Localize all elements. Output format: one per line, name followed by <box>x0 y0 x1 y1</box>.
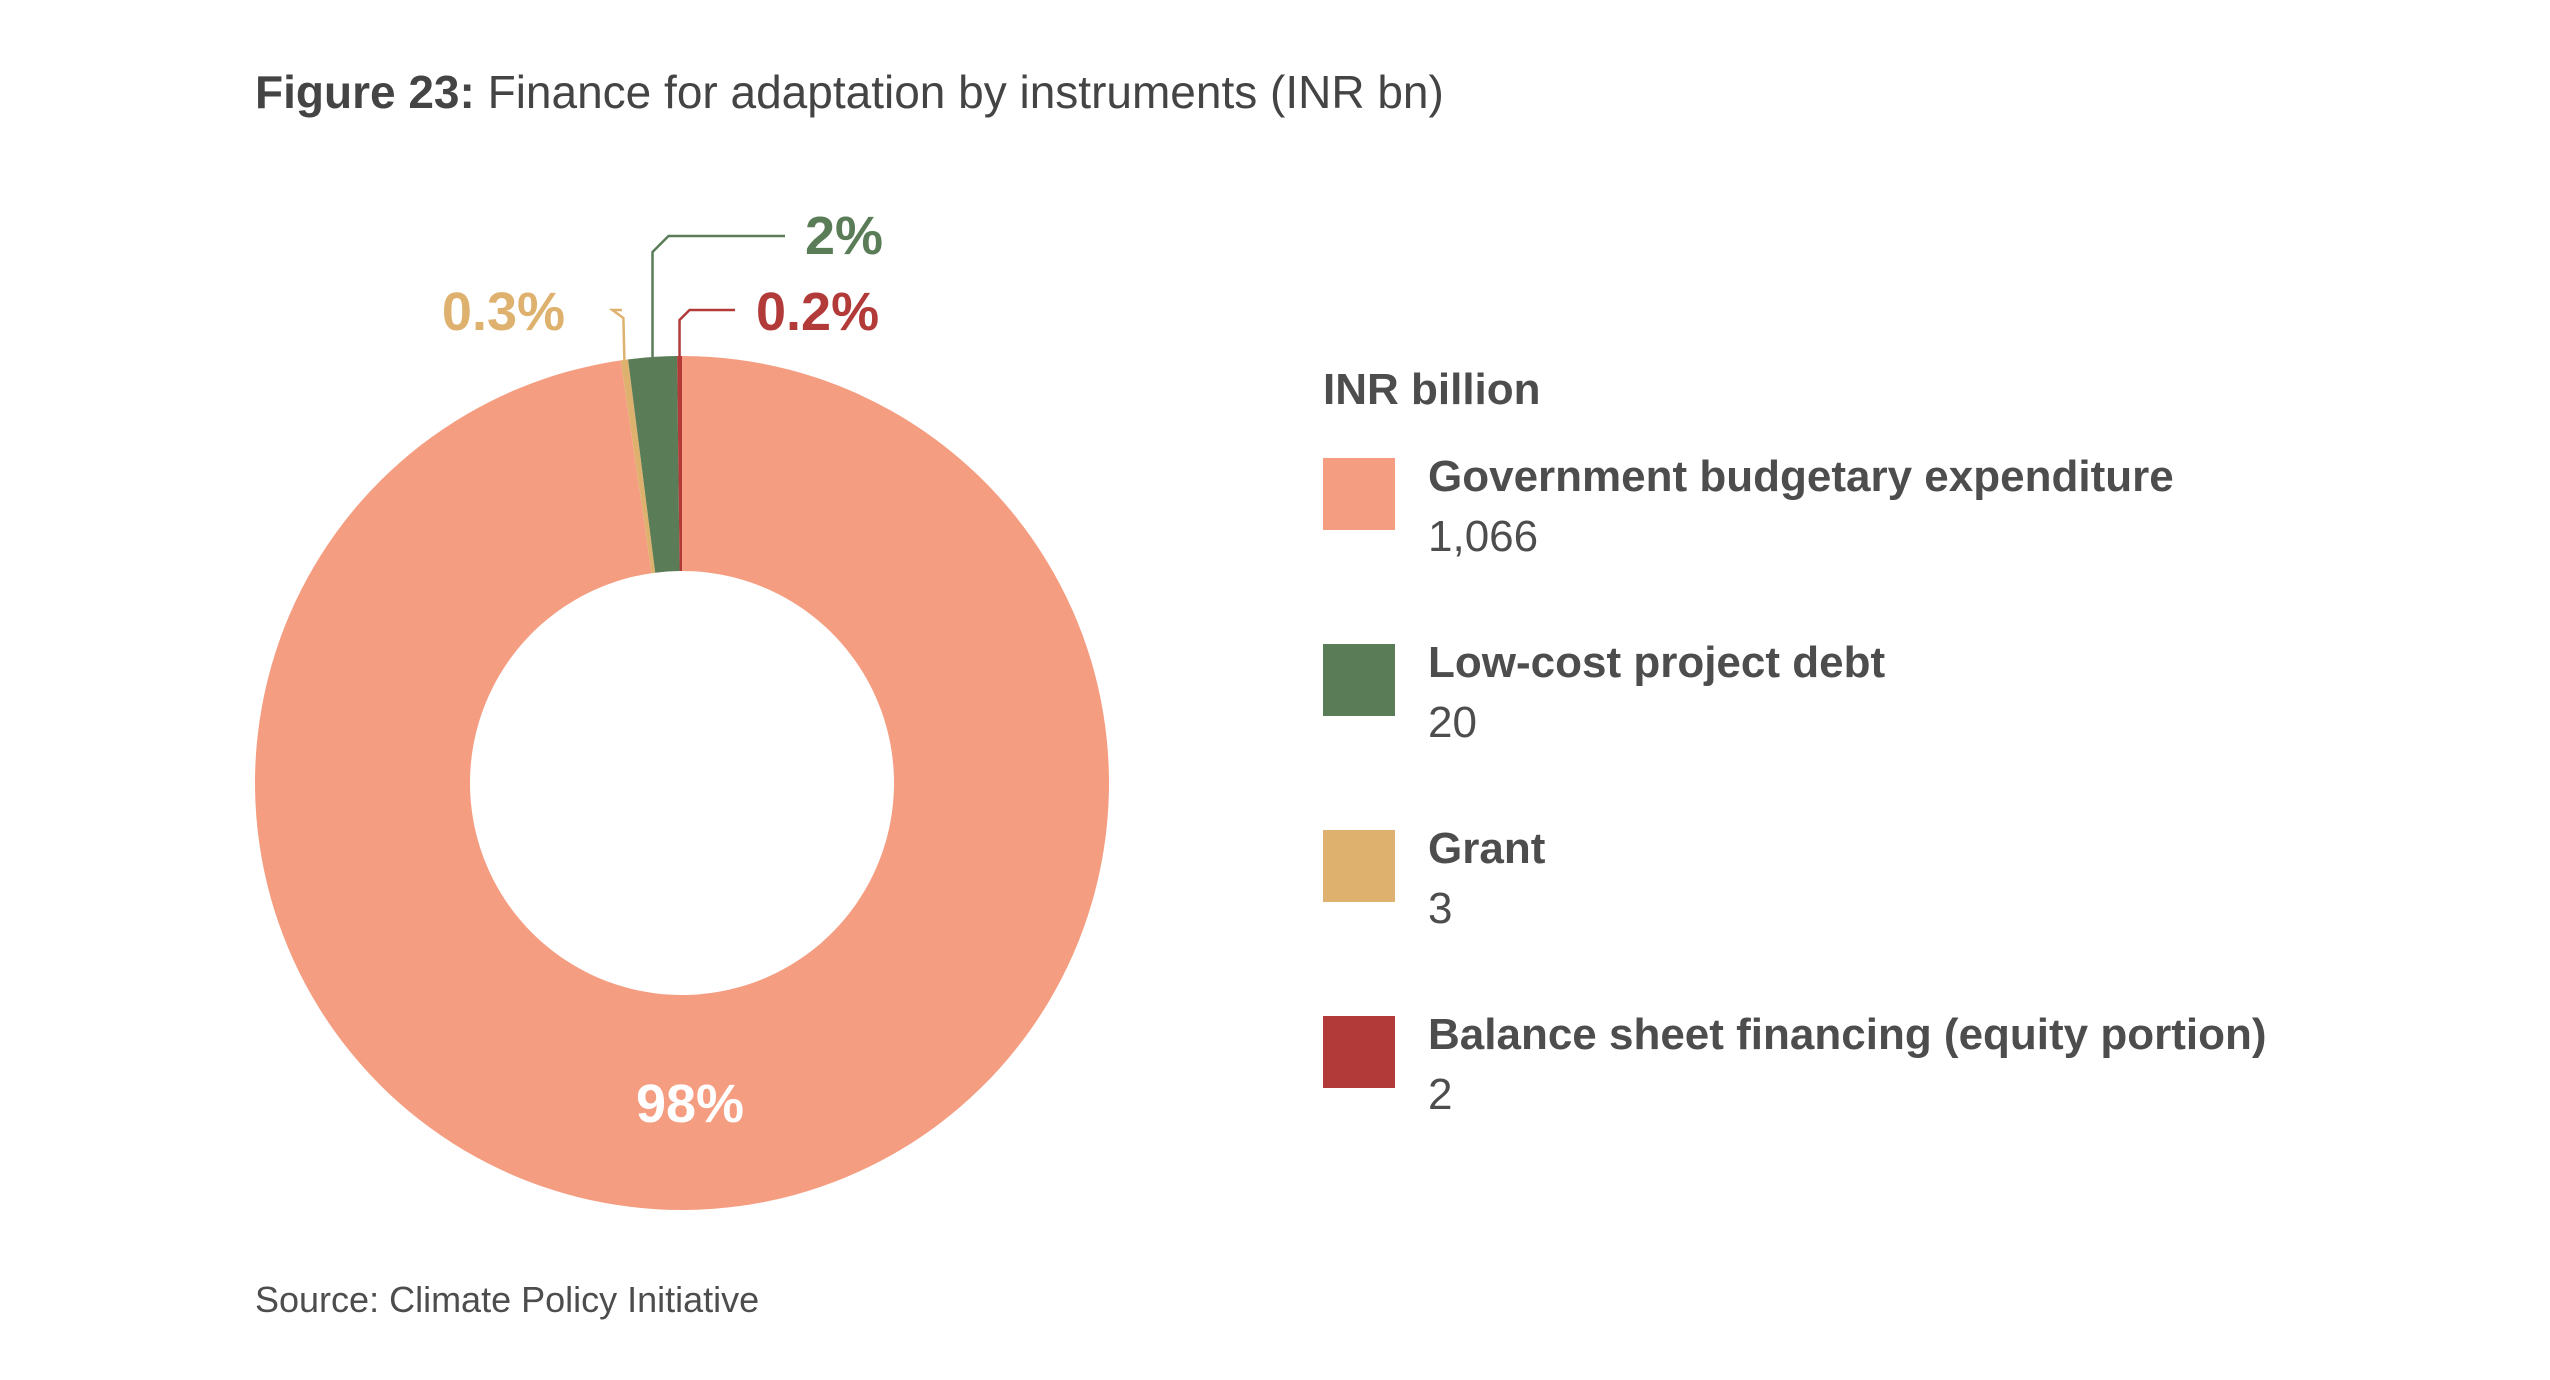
legend-value: 1,066 <box>1428 512 1539 561</box>
legend-item-grant: Grant 3 <box>1323 820 1545 940</box>
figure-title: Figure 23: Finance for adaptation by ins… <box>255 62 1444 122</box>
percent-label-low-cost-debt: 2% <box>805 206 883 266</box>
leader-line-grant <box>608 308 626 360</box>
percent-label-government: 98% <box>636 1074 744 1134</box>
leader-line-balance-sheet <box>678 308 735 357</box>
legend-item-government-budgetary-expenditure: Government budgetary expenditure 1,066 <box>1323 448 2174 568</box>
percent-label-grant: 0.3% <box>442 282 565 342</box>
legend-label: Grant <box>1428 824 1546 873</box>
legend-value: 3 <box>1428 884 1453 933</box>
donut-slice-government-budgetary-expenditure <box>254 356 1109 1210</box>
legend-value: 20 <box>1428 698 1477 747</box>
figure-label: Figure 23: <box>255 66 475 118</box>
legend-items: Government budgetary expenditure 1,066 Low… <box>1323 448 2267 1126</box>
donut-slice-balance-sheet-financing-equity-portion <box>677 356 682 572</box>
legend-label: Government budgetary expenditure <box>1428 452 2174 501</box>
legend: INR billion Government budgetary expendi… <box>1323 360 2267 1126</box>
legend-swatch <box>1323 830 1395 902</box>
legend-swatch <box>1323 644 1395 716</box>
legend-item-balance-sheet-financing-equity-portion: Balance sheet financing (equity portion)… <box>1323 1006 2267 1126</box>
legend-title: INR billion <box>1323 365 1541 414</box>
legend-label: Balance sheet financing (equity portion) <box>1428 1010 2267 1059</box>
donut-slice-grant <box>620 359 656 574</box>
legend-value: 2 <box>1428 1070 1453 1119</box>
legend-swatch <box>1323 458 1395 530</box>
source-note: Source: Climate Policy Initiative <box>255 1279 760 1320</box>
leader-line-low-cost-debt <box>651 234 785 358</box>
percent-label-balance-sheet: 0.2% <box>756 282 879 342</box>
legend-swatch <box>1323 1016 1395 1088</box>
donut-slice-low-cost-project-debt <box>628 356 680 573</box>
legend-label: Low-cost project debt <box>1428 638 1886 687</box>
figure-title-text: Finance for adaptation by instruments (I… <box>474 66 1444 118</box>
legend-item-low-cost-project-debt: Low-cost project debt 20 <box>1323 634 1885 754</box>
